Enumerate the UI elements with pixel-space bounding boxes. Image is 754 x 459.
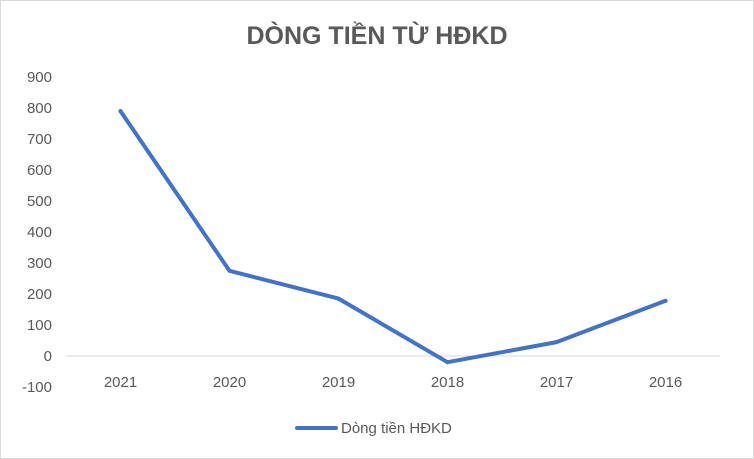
data-point [336, 296, 341, 301]
data-point [663, 298, 668, 303]
data-point [227, 268, 232, 273]
y-tick-label: 100 [27, 317, 52, 334]
y-tick-label: 0 [44, 348, 52, 365]
y-tick-label: 200 [27, 286, 52, 303]
x-tick-label: 2016 [649, 374, 682, 391]
data-point [554, 340, 559, 345]
y-tick-label: 300 [27, 255, 52, 272]
x-tick-label: 2018 [431, 374, 464, 391]
x-tick-label: 2019 [322, 374, 355, 391]
legend-label: Dòng tiền HĐKD [341, 420, 452, 437]
y-axis: -100 0 100 200 300 400 500 600 700 800 900 [22, 69, 52, 396]
data-point [118, 109, 123, 114]
data-point [445, 360, 450, 365]
chart-title: DÒNG TIỀN TỪ HĐKD [246, 20, 507, 50]
y-tick-label: 800 [27, 100, 52, 117]
series-line [118, 109, 668, 365]
y-tick-label: 700 [27, 131, 52, 148]
y-tick-label: 500 [27, 193, 52, 210]
x-axis: 2021 2020 2019 2018 2017 2016 [104, 374, 682, 391]
x-tick-label: 2020 [213, 374, 246, 391]
series-layer [118, 109, 668, 365]
x-tick-label: 2021 [104, 374, 137, 391]
x-tick-label: 2017 [540, 374, 573, 391]
y-tick-label: 400 [27, 224, 52, 241]
y-tick-label: -100 [22, 379, 52, 396]
legend: Dòng tiền HĐKD [295, 420, 452, 437]
y-tick-label: 600 [27, 162, 52, 179]
y-tick-label: 900 [27, 69, 52, 86]
